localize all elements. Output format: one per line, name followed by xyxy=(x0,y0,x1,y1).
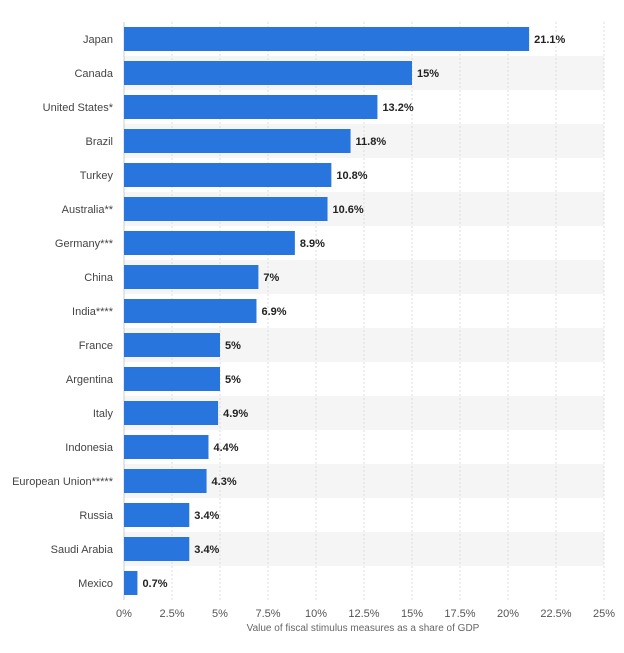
bar[interactable] xyxy=(124,435,209,459)
value-label: 3.4% xyxy=(194,544,219,556)
category-label: Argentina xyxy=(66,374,114,386)
x-tick-label: 0% xyxy=(116,608,132,620)
value-label: 6.9% xyxy=(261,306,286,318)
x-tick-label: 17.5% xyxy=(444,608,475,620)
value-label: 10.8% xyxy=(336,170,367,182)
value-label: 21.1% xyxy=(534,34,565,46)
bar[interactable] xyxy=(124,537,190,561)
x-tick-label: 25% xyxy=(593,608,615,620)
value-label: 4.9% xyxy=(223,408,248,420)
category-label: Japan xyxy=(83,34,113,46)
category-label: China xyxy=(84,272,114,284)
value-label: 13.2% xyxy=(382,102,413,114)
bar[interactable] xyxy=(124,95,378,119)
category-label: France xyxy=(79,340,113,352)
bar[interactable] xyxy=(124,367,220,391)
category-label: Brazil xyxy=(85,136,113,148)
bar[interactable] xyxy=(124,469,207,493)
category-label: European Union***** xyxy=(12,476,114,488)
x-tick-label: 22.5% xyxy=(540,608,571,620)
x-tick-label: 7.5% xyxy=(255,608,280,620)
bar[interactable] xyxy=(124,129,351,153)
value-label: 8.9% xyxy=(300,238,325,250)
bar[interactable] xyxy=(124,571,138,595)
row-band xyxy=(124,532,604,566)
bar[interactable] xyxy=(124,503,190,527)
bar[interactable] xyxy=(124,231,295,255)
value-label: 3.4% xyxy=(194,510,219,522)
category-label: Saudi Arabia xyxy=(51,544,114,556)
category-label: Germany*** xyxy=(55,238,114,250)
bar[interactable] xyxy=(124,163,332,187)
value-label: 10.6% xyxy=(333,204,364,216)
category-label: Mexico xyxy=(78,578,113,590)
category-label: Russia xyxy=(79,510,114,522)
x-tick-label: 20% xyxy=(497,608,519,620)
x-tick-label: 15% xyxy=(401,608,423,620)
value-label: 0.7% xyxy=(142,578,167,590)
category-label: India**** xyxy=(72,306,114,318)
value-label: 11.8% xyxy=(356,136,387,148)
value-label: 7% xyxy=(263,272,279,284)
x-axis-title: Value of fiscal stimulus measures as a s… xyxy=(247,623,480,634)
bar[interactable] xyxy=(124,197,328,221)
value-label: 4.3% xyxy=(212,476,237,488)
bar[interactable] xyxy=(124,61,412,85)
value-label: 5% xyxy=(225,340,241,352)
value-label: 15% xyxy=(417,68,439,80)
x-tick-label: 10% xyxy=(305,608,327,620)
value-label: 5% xyxy=(225,374,241,386)
bar[interactable] xyxy=(124,333,220,357)
category-label: Indonesia xyxy=(65,442,114,454)
category-label: Turkey xyxy=(80,170,114,182)
x-tick-label: 12.5% xyxy=(348,608,379,620)
bar[interactable] xyxy=(124,265,259,289)
x-tick-label: 5% xyxy=(212,608,228,620)
category-label: Canada xyxy=(74,68,113,80)
category-label: Australia** xyxy=(62,204,114,216)
category-label: United States* xyxy=(43,102,114,114)
bar[interactable] xyxy=(124,27,530,51)
bar[interactable] xyxy=(124,401,219,425)
bar[interactable] xyxy=(124,299,257,323)
value-label: 4.4% xyxy=(213,442,238,454)
category-label: Italy xyxy=(93,408,114,420)
x-tick-label: 2.5% xyxy=(159,608,184,620)
